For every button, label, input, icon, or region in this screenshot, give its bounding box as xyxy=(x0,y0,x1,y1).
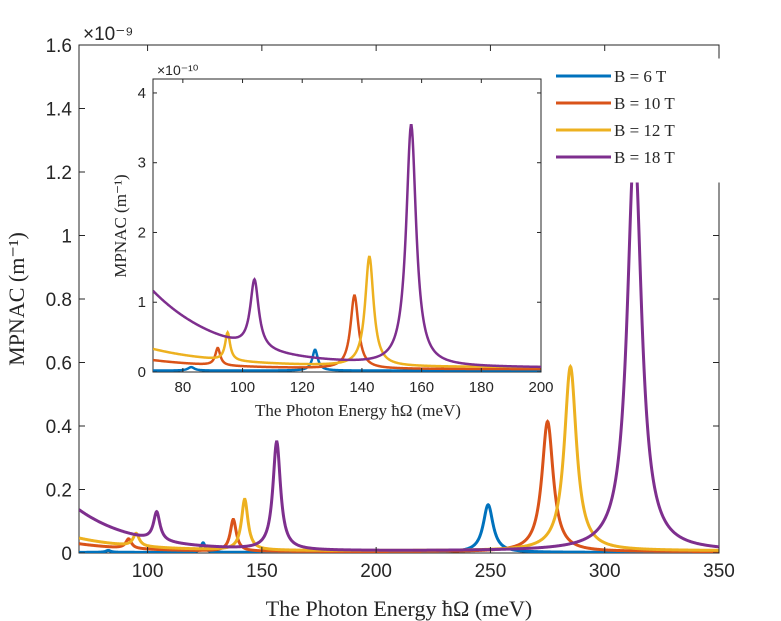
inset-series-line-1 xyxy=(153,348,541,372)
x-tick-label: 200 xyxy=(528,379,553,396)
y-tick-label: 0.4 xyxy=(46,417,73,438)
inset-y-exponent: ×10⁻¹⁰ xyxy=(157,62,199,78)
inset-plot-frame xyxy=(152,78,542,373)
inset-series-group xyxy=(153,123,541,372)
inset-x-tick-labels: 80 100 120 140 160 180 200 xyxy=(175,79,554,396)
x-tick-label: 160 xyxy=(409,379,434,396)
inset-y-axis-label: MPNAC (m⁻¹) xyxy=(111,174,130,277)
inset-x-axis-label: The Photon Energy ħΩ (meV) xyxy=(255,401,461,420)
y-tick-label: 0.2 xyxy=(46,481,72,502)
main-y-tick-labels: 0 0.2 0.4 0.6 0.8 1 1.2 1.4 1.6 xyxy=(46,36,719,565)
x-tick-label: 300 xyxy=(589,561,621,582)
main-series-line-4 xyxy=(79,140,719,552)
x-tick-label: 100 xyxy=(132,561,164,582)
inset-y-tick-labels: 0 1 2 3 4 xyxy=(138,85,541,381)
y-tick-label: 3 xyxy=(138,155,146,172)
x-tick-label: 250 xyxy=(475,561,507,582)
x-tick-label: 200 xyxy=(360,561,392,582)
x-tick-label: 80 xyxy=(175,379,192,396)
main-y-axis-label: MPNAC (m⁻¹) xyxy=(4,232,29,366)
main-y-exponent: ×10⁻⁹ xyxy=(83,24,133,45)
main-series-group xyxy=(79,140,719,553)
legend-entry: B = 12 T xyxy=(614,121,675,140)
main-x-axis-label: The Photon Energy ħΩ (meV) xyxy=(266,596,532,621)
y-tick-label: 2 xyxy=(138,224,146,241)
x-tick-label: 120 xyxy=(290,379,315,396)
y-tick-label: 0 xyxy=(61,544,72,565)
x-tick-label: 180 xyxy=(469,379,494,396)
legend-entry: B = 18 T xyxy=(614,148,675,167)
main-x-tick-labels: 100 150 200 250 300 350 xyxy=(132,45,735,582)
legend: B = 6 T B = 10 T B = 12 T B = 18 T xyxy=(552,58,720,183)
legend-entry: B = 10 T xyxy=(614,94,675,113)
inset-series-line-2 xyxy=(153,294,541,371)
y-tick-label: 4 xyxy=(138,85,146,102)
x-tick-label: 150 xyxy=(246,561,278,582)
y-tick-label: 0.8 xyxy=(46,290,72,311)
y-tick-label: 0 xyxy=(138,364,146,381)
legend-entry: B = 6 T xyxy=(614,67,667,86)
x-tick-label: 350 xyxy=(703,561,735,582)
inset-plot: ×10⁻¹⁰ 80 100 120 140 160 180 200 0 1 2 3 4 The Ph… xyxy=(111,62,554,420)
x-tick-label: 100 xyxy=(230,379,255,396)
y-tick-label: 1.4 xyxy=(46,100,73,121)
y-tick-label: 1.6 xyxy=(46,36,72,57)
x-tick-label: 140 xyxy=(349,379,374,396)
y-tick-label: 0.6 xyxy=(46,354,72,375)
y-tick-label: 1 xyxy=(138,294,146,311)
legend-box xyxy=(552,58,720,183)
y-tick-label: 1.2 xyxy=(46,163,72,184)
inset-series-line-4 xyxy=(153,123,541,369)
y-tick-label: 1 xyxy=(61,227,72,248)
